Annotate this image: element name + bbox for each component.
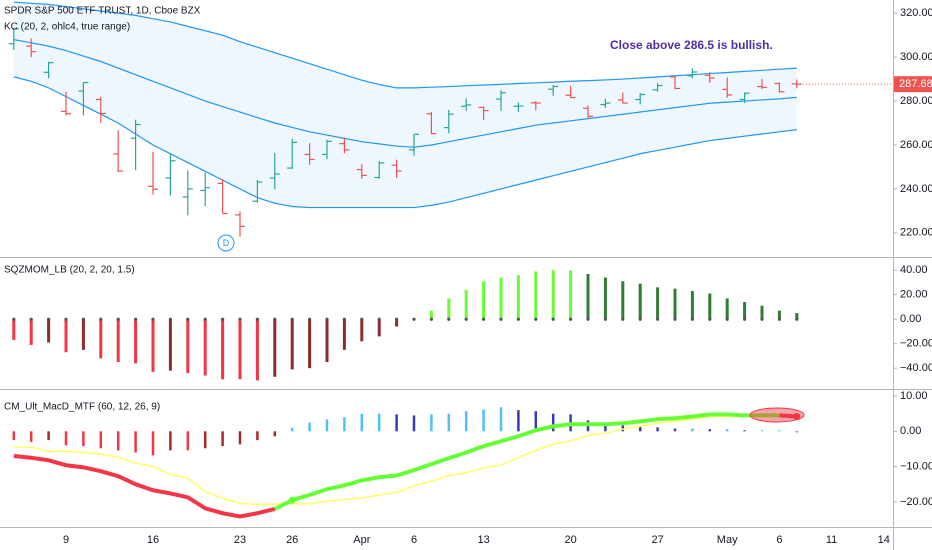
y-tick-label: 320.00	[900, 7, 932, 19]
squeeze-dot	[203, 317, 207, 321]
y-tick-label: −40.00	[900, 362, 932, 374]
squeeze-dot	[395, 317, 399, 321]
x-tick-label: 11	[826, 534, 837, 546]
squeeze-dot	[638, 317, 642, 321]
squeeze-dot	[412, 317, 416, 321]
squeeze-dot	[12, 317, 16, 321]
macd-line	[273, 412, 780, 511]
y-tick-label: 240.00	[900, 183, 932, 195]
squeeze-dot	[342, 317, 346, 321]
squeeze-dot	[325, 317, 329, 321]
channel-line	[13, 76, 797, 209]
x-tick-label: 16	[147, 534, 159, 546]
squeeze-dot	[534, 317, 538, 321]
squeeze-dot	[464, 317, 468, 321]
squeeze-dot	[273, 317, 277, 321]
squeeze-dot	[47, 317, 51, 321]
price-label: 287.68	[899, 78, 932, 90]
squeeze-dot	[760, 317, 764, 321]
channel-fill	[13, 2, 797, 208]
squeeze-dot	[116, 317, 120, 321]
squeeze-dot	[777, 317, 782, 321]
x-tick-label: 6	[411, 534, 417, 546]
squeeze-dot	[482, 317, 486, 321]
squeeze-dot	[168, 317, 172, 321]
indicator-title: SQZMOM_LB (20, 2, 20, 1.5)	[4, 265, 135, 276]
x-tick-label: 14	[878, 534, 890, 546]
squeeze-dot	[238, 317, 242, 321]
y-tick-label: 280.00	[900, 95, 932, 107]
cross-dot	[288, 496, 296, 504]
squeeze-dot	[690, 317, 695, 321]
squeeze-dot	[377, 317, 381, 321]
highlight	[749, 407, 805, 423]
squeeze-dot	[569, 317, 573, 321]
x-tick-label: 26	[286, 534, 298, 546]
cross-dot	[793, 412, 801, 420]
squeeze-dot	[673, 317, 677, 321]
squeeze-dot	[308, 317, 312, 321]
x-tick-label: Apr	[353, 534, 370, 546]
squeeze-dot	[603, 317, 608, 321]
squeeze-dot	[134, 317, 138, 321]
squeeze-dot	[795, 317, 799, 321]
squeeze-dot	[499, 317, 503, 321]
squeeze-dot	[360, 317, 364, 321]
squeeze-dot	[516, 317, 521, 321]
squeeze-dot	[255, 317, 259, 321]
y-tick-label: 10.00	[900, 390, 928, 402]
squeeze-dot	[743, 317, 747, 321]
y-tick-label: 0.00	[900, 425, 921, 437]
signal-line	[13, 414, 797, 506]
x-tick-label: 9	[63, 534, 69, 546]
squeeze-dot	[429, 317, 433, 321]
dividend-marker	[217, 234, 235, 252]
y-tick-label: 300.00	[900, 51, 932, 63]
y-tick-label: 20.00	[900, 289, 928, 301]
price-label-box	[894, 76, 932, 93]
y-tick-label: −10.00	[900, 461, 932, 473]
squeeze-dot	[221, 317, 225, 321]
y-tick-label: −20.00	[900, 496, 932, 508]
squeeze-dot	[290, 317, 294, 321]
plot-layer: 220.00240.00260.00280.00300.00320.0040.0…	[8, 1, 932, 546]
y-tick-label: 260.00	[900, 139, 932, 151]
x-tick-label: 6	[776, 534, 782, 546]
x-tick-label: 27	[651, 534, 663, 546]
squeeze-dot	[64, 317, 68, 321]
squeeze-dot	[99, 317, 103, 321]
y-tick-label: 40.00	[900, 264, 928, 276]
y-tick-label: 0.00	[900, 313, 921, 325]
x-tick-label: May	[717, 534, 738, 546]
squeeze-dot	[447, 317, 451, 321]
channel-line	[13, 1, 797, 89]
squeeze-dot	[29, 317, 33, 321]
indicator-title: KC (20, 2, ohlc4, true range)	[4, 22, 130, 33]
y-tick-label: −20.00	[900, 338, 932, 350]
squeeze-dot	[81, 317, 85, 321]
squeeze-dot	[708, 317, 712, 321]
squeeze-dot	[725, 317, 729, 321]
chart-title: SPDR S&P 500 ETF TRUST, 1D, Cboe BZX	[4, 6, 201, 17]
macd-line	[13, 454, 276, 519]
squeeze-dot	[551, 317, 555, 321]
channel-line	[13, 38, 797, 148]
y-tick-label: 220.00	[900, 227, 932, 239]
x-tick-label: 13	[477, 534, 489, 546]
squeeze-dot	[186, 317, 190, 321]
annotation: Close above 286.5 is bullish.	[610, 38, 773, 52]
squeeze-dot	[586, 317, 590, 321]
squeeze-dot	[151, 317, 155, 321]
dividend-label: D	[223, 238, 230, 248]
x-tick-label: 23	[234, 534, 246, 546]
indicator-title: CM_Ult_MacD_MTF (60, 12, 26, 9)	[4, 402, 160, 413]
squeeze-dot	[621, 317, 625, 321]
squeeze-dot	[656, 317, 660, 321]
x-tick-label: 20	[564, 534, 576, 546]
